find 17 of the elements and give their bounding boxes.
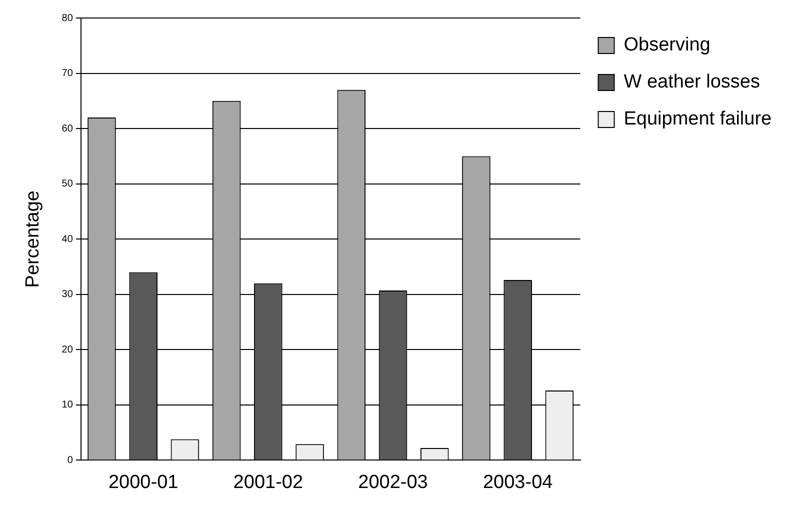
y-tick-label: 40 <box>62 234 74 245</box>
x-tick-label: 2003-04 <box>482 472 554 493</box>
legend-label: Observing <box>624 34 710 56</box>
y-axis-title: Percentage <box>22 190 44 288</box>
legend-label: Equipment failure <box>624 108 772 130</box>
y-tick-label: 60 <box>62 123 74 134</box>
legend-label: W eather losses <box>624 72 760 93</box>
y-tick-label: 70 <box>62 68 74 80</box>
y-tick-label: 30 <box>62 289 74 300</box>
x-tick-label: 2000-01 <box>108 472 178 493</box>
y-tick-label: 50 <box>62 178 74 190</box>
y-tick-label: 80 <box>62 12 74 24</box>
x-tick-label: 2002-03 <box>358 472 428 493</box>
y-tick-label: 0 <box>67 454 74 466</box>
y-tick-label: 20 <box>62 344 74 356</box>
y-tick-label: 10 <box>62 400 74 411</box>
x-tick-label: 2001-02 <box>233 472 304 493</box>
